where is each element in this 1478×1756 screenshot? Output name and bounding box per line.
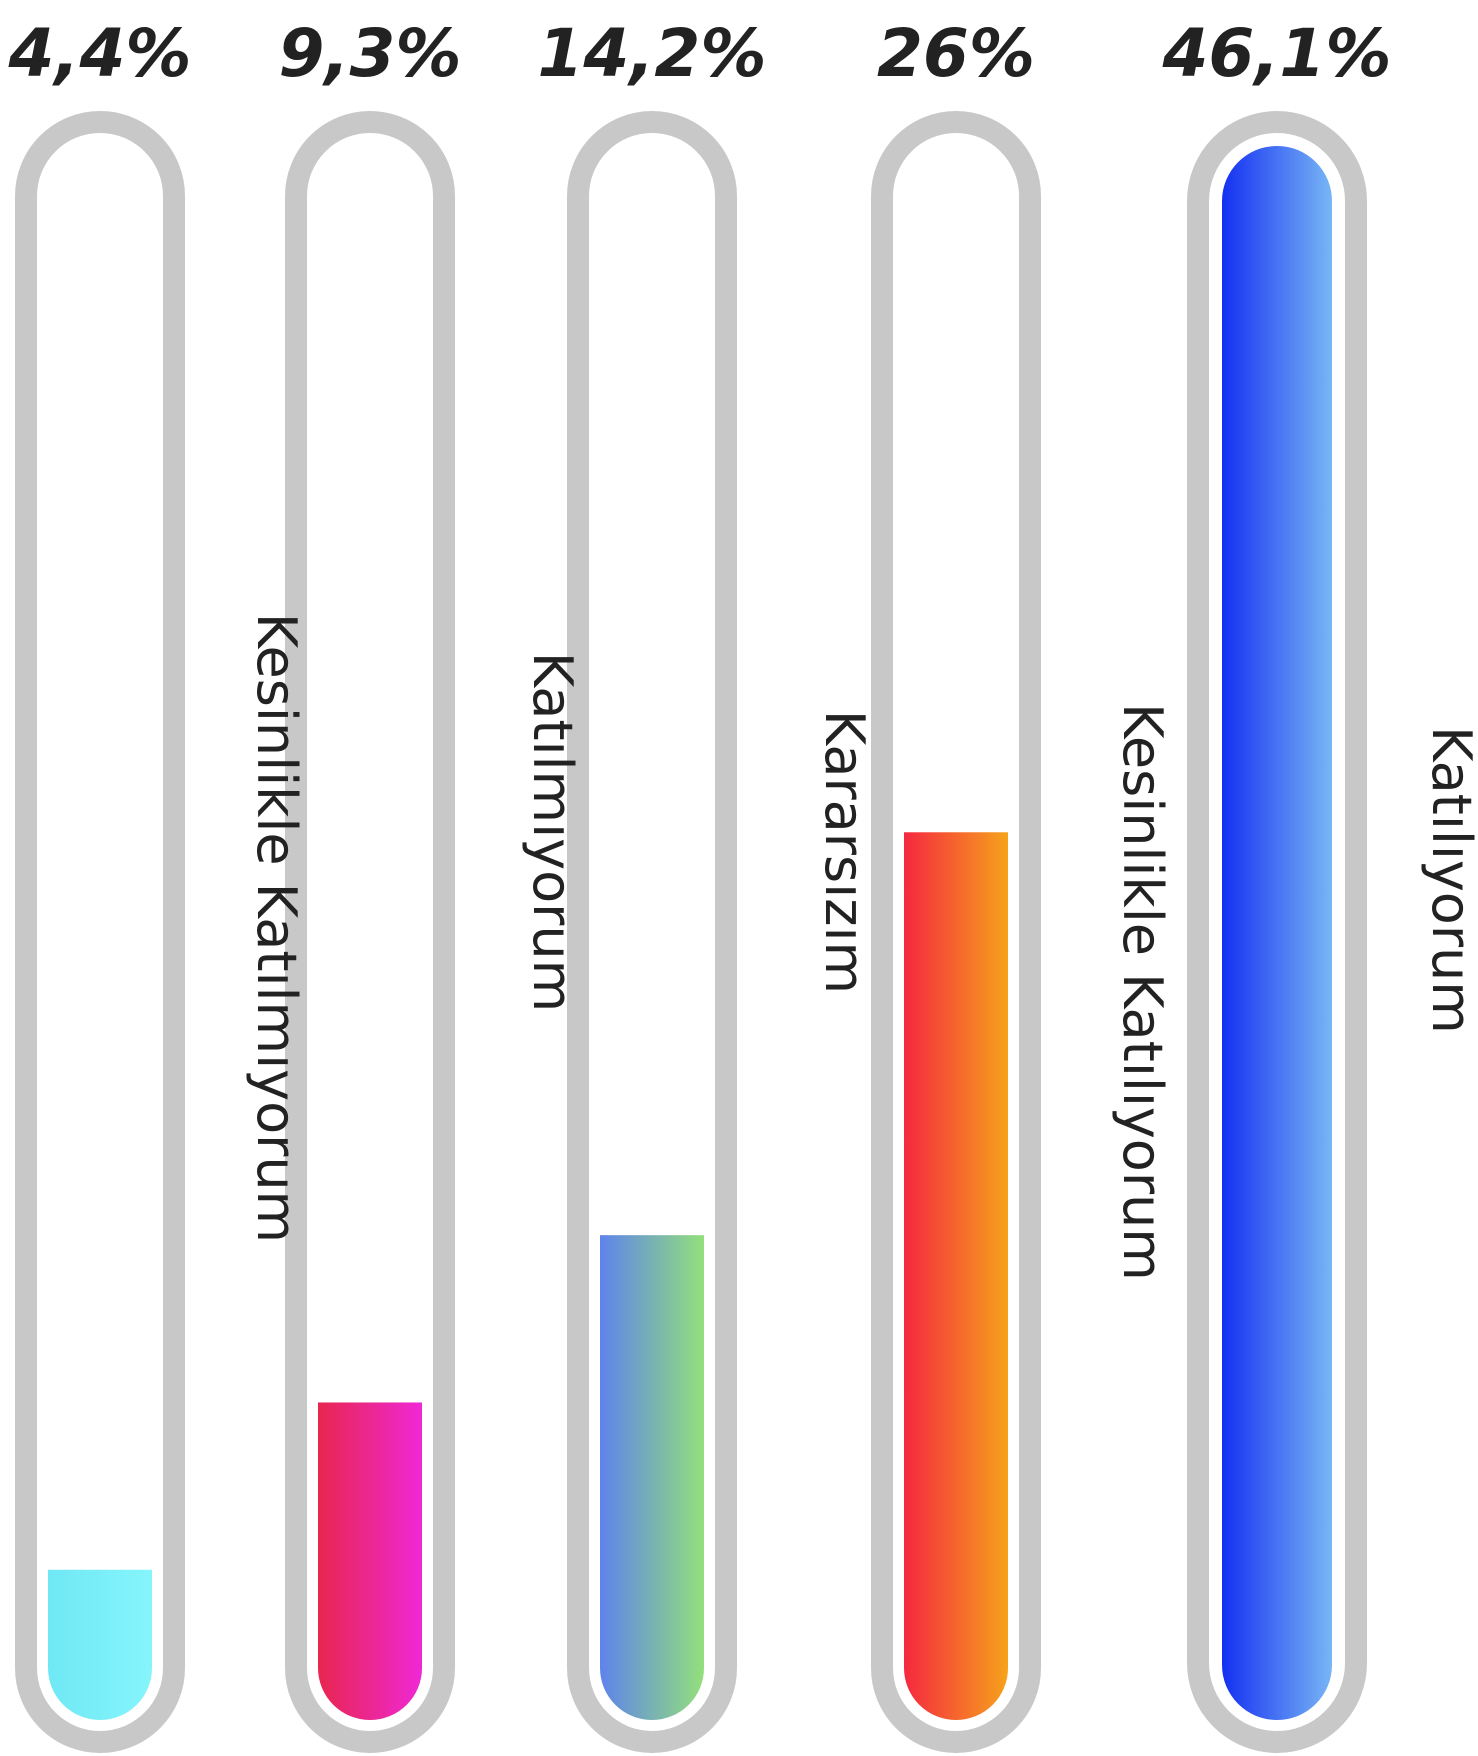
bar-fill xyxy=(48,1569,152,1720)
category-label: Kesinlikle Katılıyorum xyxy=(1111,703,1174,1281)
category-label: Katılmıyorum xyxy=(521,652,584,1012)
bars-layer xyxy=(15,111,1367,1753)
bar-fill xyxy=(1222,146,1332,1720)
bar-track xyxy=(285,111,455,1753)
value-label: 26% xyxy=(877,15,1035,92)
category-label: Kararsızım xyxy=(813,710,876,994)
bar-fill xyxy=(904,832,1008,1720)
category-label: Katılıyorum xyxy=(1420,726,1478,1034)
value-label: 4,4% xyxy=(7,15,191,92)
labels-layer: 4,4% Kesinlikle Katılmıyorum 9,3% Katılmıyo… xyxy=(7,15,1478,1281)
value-label: 9,3% xyxy=(278,15,461,92)
bar-fill xyxy=(600,1235,704,1720)
bar-fill xyxy=(318,1402,422,1720)
value-label: 46,1% xyxy=(1162,15,1392,92)
value-label: 14,2% xyxy=(538,15,767,92)
bar-track xyxy=(15,111,185,1753)
category-label: Kesinlikle Katılmıyorum xyxy=(245,613,308,1243)
